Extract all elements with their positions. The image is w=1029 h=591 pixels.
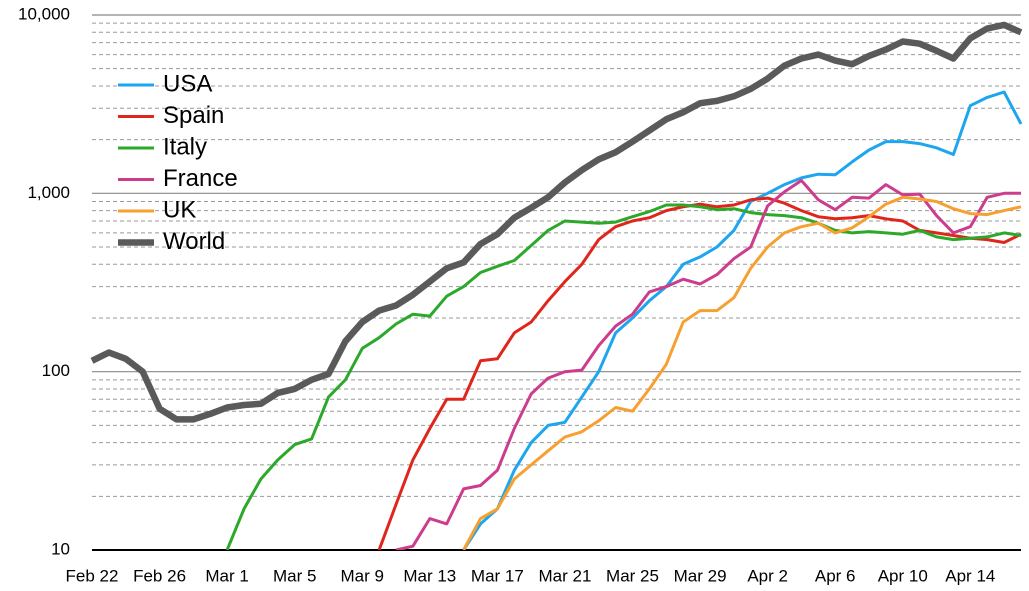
- x-tick-label: Mar 17: [471, 566, 524, 585]
- legend-label: UK: [163, 196, 196, 223]
- x-tick-label: Mar 25: [606, 566, 659, 585]
- x-tick-label: Mar 5: [273, 566, 316, 585]
- x-tick-label: Apr 2: [747, 566, 788, 585]
- x-tick-label: Feb 22: [66, 566, 119, 585]
- y-tick-label: 100: [42, 361, 70, 380]
- series-line: [377, 196, 1022, 550]
- legend-label: USA: [163, 70, 212, 97]
- x-tick-label: Feb 26: [133, 566, 186, 585]
- x-tick-label: Apr 6: [815, 566, 856, 585]
- legend-label: France: [163, 165, 238, 192]
- x-tick-label: Mar 1: [205, 566, 248, 585]
- legend-label: World: [163, 228, 225, 255]
- x-tick-label: Mar 29: [674, 566, 727, 585]
- legend-label: Spain: [163, 102, 224, 129]
- x-tick-label: Mar 9: [341, 566, 384, 585]
- series-line: [462, 195, 1022, 550]
- y-tick-label: 1,000: [27, 183, 70, 202]
- x-tick-label: Apr 10: [878, 566, 928, 585]
- series-line: [90, 21, 1023, 423]
- x-tick-label: Apr 14: [945, 566, 995, 585]
- series-line: [462, 90, 1023, 550]
- y-tick-label: 10,000: [18, 4, 70, 23]
- x-tick-label: Mar 13: [403, 566, 456, 585]
- series-line: [225, 203, 1022, 550]
- y-tick-label: 10: [51, 539, 70, 558]
- legend-label: Italy: [163, 133, 207, 160]
- x-tick-label: Mar 21: [538, 566, 591, 585]
- series-line: [395, 179, 1021, 550]
